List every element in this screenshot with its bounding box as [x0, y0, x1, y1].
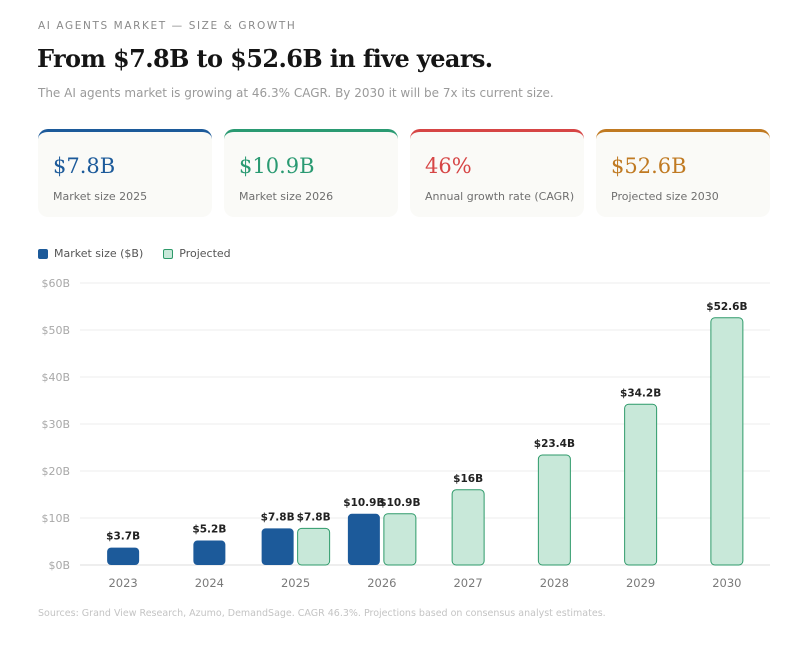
bar-actual [261, 528, 294, 565]
x-tick-label: 2029 [626, 576, 655, 590]
stat-card-2030: $52.6B Projected size 2030 [596, 129, 770, 217]
stat-card-cagr: 46% Annual growth rate (CAGR) [410, 129, 584, 217]
x-tick-label: 2028 [540, 576, 569, 590]
stat-label: Projected size 2030 [611, 190, 719, 203]
data-label: $10.9B [379, 497, 420, 509]
y-tick-label: $50B [41, 324, 70, 337]
bar-projected [537, 454, 571, 566]
sources-note: Sources: Grand View Research, Azumo, Dem… [38, 608, 606, 619]
y-tick-label: $40B [41, 371, 70, 384]
data-label: $16B [453, 473, 483, 485]
legend-label-actual: Market size ($B) [54, 247, 144, 260]
y-tick-label: $0B [48, 559, 70, 572]
x-tick-label: 2026 [367, 576, 396, 590]
x-tick-label: 2025 [281, 576, 310, 590]
stat-label: Market size 2026 [239, 190, 334, 203]
legend-label-projected: Projected [179, 247, 231, 260]
stat-label: Market size 2025 [53, 190, 148, 203]
x-tick-label: 2023 [108, 576, 137, 590]
bar-projected [710, 317, 744, 566]
stat-card-2025: $7.8B Market size 2025 [38, 129, 212, 217]
legend-swatch-projected [163, 248, 174, 259]
x-tick-label: 2024 [195, 576, 224, 590]
legend-item-actual: Market size ($B) [38, 247, 143, 260]
legend-swatch-actual [38, 248, 48, 259]
stat-value: $7.8B [53, 154, 116, 178]
stat-card-2026: $10.9B Market size 2026 [224, 129, 398, 217]
bar-projected [451, 489, 485, 566]
chart-legend: Market size ($B) Projected [38, 247, 231, 260]
stat-value: $52.6B [611, 154, 687, 178]
legend-item-projected: Projected [163, 247, 231, 260]
bar-projected [624, 403, 658, 566]
x-tick-label: 2027 [453, 576, 482, 590]
data-label: $7.8B [297, 511, 331, 523]
page-subtitle: The AI agents market is growing at 46.3%… [38, 86, 554, 100]
page-title: From $7.8B to $52.6B in five years. [37, 44, 493, 73]
y-tick-label: $30B [41, 418, 70, 431]
data-label: $5.2B [192, 524, 226, 536]
y-tick-label: $60B [41, 277, 70, 290]
data-label: $34.2B [620, 387, 661, 399]
y-tick-label: $20B [41, 465, 70, 478]
bar-actual [193, 540, 226, 565]
bar-projected [297, 527, 331, 566]
bar-projected [383, 513, 417, 566]
data-label: $7.8B [261, 511, 295, 523]
bar-actual [347, 513, 380, 565]
stat-value: 46% [425, 154, 472, 178]
stat-value: $10.9B [239, 154, 315, 178]
data-label: $10.9B [343, 497, 384, 509]
bar-actual [107, 547, 140, 565]
data-label: $23.4B [534, 438, 575, 450]
bar-chart: $0B $10B $20B $30B $40B $50B $60B $3.7B 2023 $5.2… [41, 277, 770, 590]
y-tick-label: $10B [41, 512, 70, 525]
chart-eyebrow: AI AGENTS MARKET — SIZE & GROWTH [38, 20, 297, 32]
data-label: $52.6B [706, 301, 747, 313]
data-label: $3.7B [106, 531, 140, 543]
x-tick-label: 2030 [712, 576, 741, 590]
stat-label: Annual growth rate (CAGR) [425, 190, 575, 203]
